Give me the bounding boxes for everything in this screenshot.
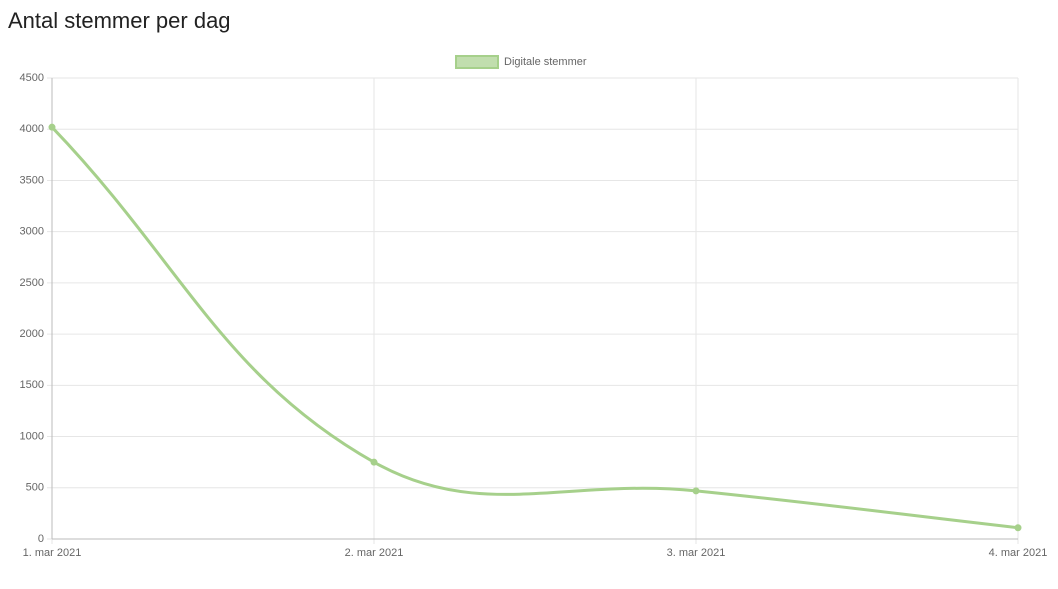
y-tick-label: 1000 [20, 430, 44, 442]
y-tick-label: 2000 [20, 328, 44, 340]
y-tick-label: 1500 [20, 379, 44, 391]
data-point [692, 487, 700, 495]
x-tick-label: 4. mar 2021 [989, 547, 1048, 559]
y-tick-label: 2500 [20, 277, 44, 289]
data-point [370, 458, 378, 466]
legend-label: Digitale stemmer [504, 56, 587, 68]
data-point [48, 123, 56, 131]
y-tick-label: 0 [38, 533, 44, 545]
y-tick-label: 4000 [20, 123, 44, 135]
y-tick-label: 3000 [20, 226, 44, 238]
x-tick-label: 1. mar 2021 [23, 547, 82, 559]
y-tick-label: 3500 [20, 174, 44, 186]
y-tick-label: 4500 [20, 72, 44, 84]
x-tick-label: 3. mar 2021 [667, 547, 726, 559]
series-line [50, 126, 1019, 530]
y-tick-label: 500 [26, 482, 44, 494]
x-tick-label: 2. mar 2021 [345, 547, 404, 559]
data-point [1014, 524, 1022, 532]
chart-title: Antal stemmer per dag [8, 8, 231, 33]
legend-swatch [455, 55, 499, 69]
